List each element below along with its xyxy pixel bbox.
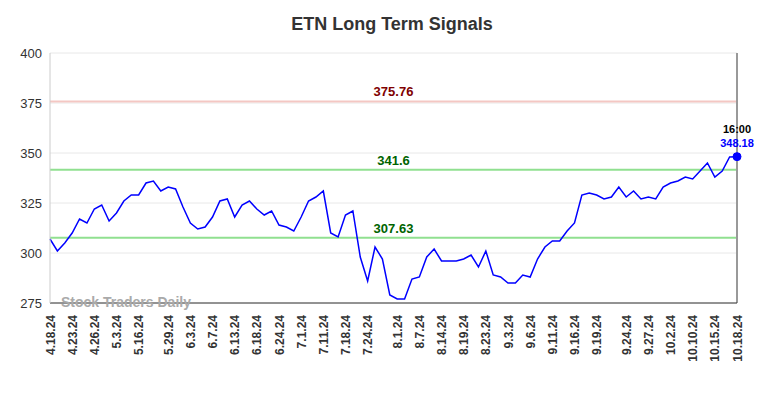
svg-text:307.63: 307.63 xyxy=(374,221,414,236)
svg-text:400: 400 xyxy=(20,46,42,61)
svg-text:4.18.24: 4.18.24 xyxy=(44,315,58,355)
svg-text:8.1.24: 8.1.24 xyxy=(391,315,405,349)
svg-text:5.29.24: 5.29.24 xyxy=(162,315,176,355)
svg-text:9.3.24: 9.3.24 xyxy=(502,315,516,349)
svg-text:8.19.24: 8.19.24 xyxy=(457,315,471,355)
svg-text:9.16.24: 9.16.24 xyxy=(568,315,582,355)
svg-text:10.2.24: 10.2.24 xyxy=(664,315,678,355)
svg-text:9.6.24: 9.6.24 xyxy=(524,315,538,349)
svg-text:8.14.24: 8.14.24 xyxy=(435,315,449,355)
svg-text:7.11.24: 7.11.24 xyxy=(317,315,331,355)
html-text:Stock Traders Daily: Stock Traders Daily xyxy=(61,294,191,310)
svg-text:6.7.24: 6.7.24 xyxy=(206,315,220,349)
svg-text:4.26.24: 4.26.24 xyxy=(88,315,102,355)
svg-text:6.24.24: 6.24.24 xyxy=(273,315,287,355)
html-text:ETN Long Term Signals: ETN Long Term Signals xyxy=(291,14,493,34)
svg-text:275: 275 xyxy=(20,296,42,311)
svg-text:6.3.24: 6.3.24 xyxy=(184,315,198,349)
svg-text:375.76: 375.76 xyxy=(374,84,414,99)
svg-text:5.3.24: 5.3.24 xyxy=(110,315,124,349)
svg-text:9.11.24: 9.11.24 xyxy=(546,315,560,355)
svg-text:6.13.24: 6.13.24 xyxy=(228,315,242,355)
svg-text:10.15.24: 10.15.24 xyxy=(708,315,722,362)
svg-text:10.18.24: 10.18.24 xyxy=(731,315,745,362)
svg-text:300: 300 xyxy=(20,246,42,261)
svg-text:4.23.24: 4.23.24 xyxy=(66,315,80,355)
svg-text:7.18.24: 7.18.24 xyxy=(339,315,353,355)
svg-text:348.18: 348.18 xyxy=(720,137,754,149)
svg-text:9.27.24: 9.27.24 xyxy=(642,315,656,355)
svg-text:325: 325 xyxy=(20,196,42,211)
svg-text:8.23.24: 8.23.24 xyxy=(479,315,493,355)
svg-text:16:00: 16:00 xyxy=(723,123,751,135)
svg-text:8.7.24: 8.7.24 xyxy=(413,315,427,349)
svg-text:350: 350 xyxy=(20,146,42,161)
svg-text:9.19.24: 9.19.24 xyxy=(590,315,604,355)
svg-text:341.6: 341.6 xyxy=(377,153,410,168)
svg-text:5.16.24: 5.16.24 xyxy=(132,315,146,355)
svg-text:7.1.24: 7.1.24 xyxy=(295,315,309,349)
svg-text:10.10.24: 10.10.24 xyxy=(686,315,700,362)
svg-text:6.18.24: 6.18.24 xyxy=(250,315,264,355)
svg-text:7.24.24: 7.24.24 xyxy=(361,315,375,355)
svg-text:9.24.24: 9.24.24 xyxy=(620,315,634,355)
svg-text:375: 375 xyxy=(20,96,42,111)
